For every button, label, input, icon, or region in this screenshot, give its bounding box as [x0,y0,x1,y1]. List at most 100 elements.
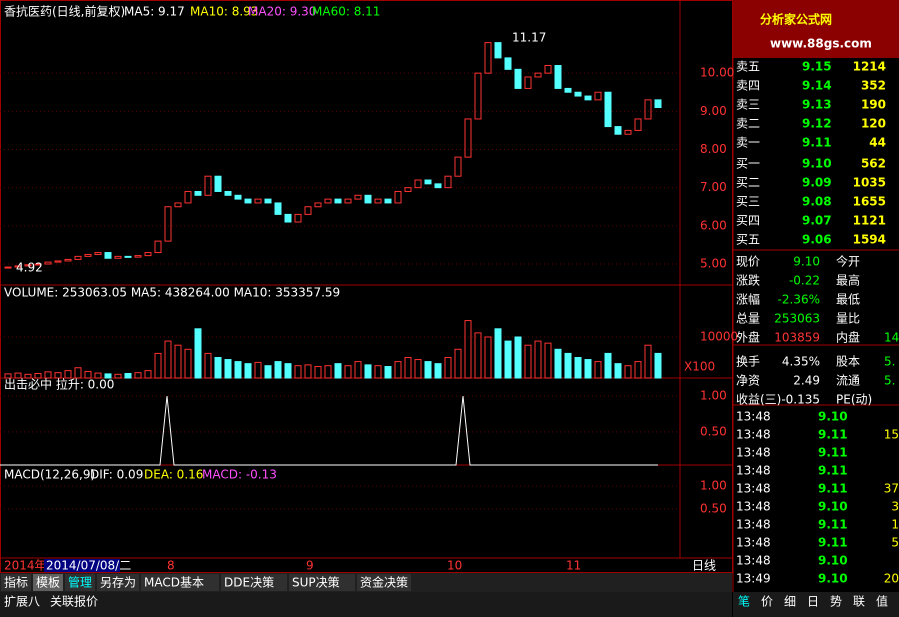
label: 4.92 [16,261,43,275]
label: 分析家公式网 [760,12,832,27]
tab[interactable] [357,574,411,591]
candle [274,202,282,215]
candle [264,198,272,204]
candle [424,179,432,185]
volume-bar [64,370,72,379]
tab[interactable] [33,574,63,591]
label: 9.10 [818,410,848,424]
label: 9.08 [802,195,832,209]
label: 9.11 [818,536,848,550]
volume-bar [504,340,512,379]
tab[interactable] [65,574,95,591]
volume-bar [34,372,42,379]
tab-label[interactable]: DDE决策 [224,576,274,590]
volume-bar [14,372,22,379]
volume-bar [24,373,32,379]
frames [0,0,899,592]
y-tick-label: 1.00 [700,479,727,493]
label: 2014年 [4,559,47,573]
label: 外盘 [736,330,760,345]
label: 13:48 [736,500,771,514]
tab-label[interactable]: 细 [784,595,796,609]
volume-bar [624,365,632,379]
cursor-bg [44,559,120,572]
volume-bar [334,363,342,379]
volume-bar [414,359,422,379]
label: 103859 [774,331,820,345]
label: -0.135 [781,393,820,407]
volume-bar [524,344,532,379]
tab[interactable] [97,574,139,591]
volume-bar [474,332,482,379]
tab-label[interactable]: 势 [830,595,842,609]
candle [124,255,132,258]
candle [214,175,222,192]
label: MACD: -0.13 [202,468,277,482]
tab[interactable] [289,574,355,591]
candle [194,190,202,196]
volume-bar [114,373,122,379]
label: -0.22 [789,274,820,288]
tab-label[interactable]: 资金决策 [360,575,408,590]
tab-label[interactable]: 笔 [738,594,750,609]
tab-label[interactable]: 日 [807,595,819,609]
volume-bar [614,363,622,379]
label: 3 [891,500,899,514]
candle [94,252,102,255]
label: 5. [884,355,895,369]
volume-bar [404,356,412,379]
volume-bar [554,348,562,379]
label: 9.11 [818,446,848,460]
tab-label[interactable]: 价 [761,595,773,609]
candle [494,42,502,59]
candle [604,91,612,128]
tab[interactable] [1,574,31,591]
candle [514,68,522,89]
candle [324,198,332,204]
candle [354,194,362,200]
label: 1035 [853,176,886,190]
tab-label[interactable]: 模板 [36,576,60,590]
candle [44,261,52,265]
tab-label[interactable]: 联 [853,595,865,609]
label: DEA: 0.16 [144,468,203,482]
label: 涨跌 [736,273,760,288]
tab-label[interactable]: 关联报价 [50,594,98,609]
label: 11.17 [512,31,546,45]
candle [4,266,12,269]
volume-bar [464,320,472,379]
bottom-bar [0,592,732,617]
label: 流通 [836,374,860,388]
label: 出击必中 拉升: 0.00 [4,377,114,392]
label: 9.06 [802,233,832,247]
candle [34,263,42,266]
candle [174,202,182,208]
tab-label[interactable]: MACD基本 [144,576,204,590]
tab-label[interactable]: 管理 [68,575,92,590]
volume-bar [484,336,492,379]
candle [654,99,662,109]
tab-label[interactable]: 扩展八 [4,595,40,609]
tab[interactable] [221,574,287,591]
tab-label[interactable]: SUP决策 [292,576,340,590]
candle [444,175,452,189]
tab-label[interactable]: 值 [876,594,888,609]
volume-bar [284,363,292,379]
candle [594,91,602,101]
label: 9.13 [802,98,832,112]
label: 8 [167,559,175,573]
tab-label[interactable]: 另存为 [100,576,136,590]
tab-label[interactable]: 指标 [4,575,28,590]
volume-bar [154,352,162,379]
volume-bar [514,336,522,379]
label: 13:48 [736,428,771,442]
tab[interactable] [141,574,219,591]
candle [184,190,192,204]
volume-bar [174,344,182,379]
volume-bar [164,340,172,379]
candle [584,95,592,101]
candle [374,198,382,204]
candle [634,118,642,131]
candle [84,253,92,257]
